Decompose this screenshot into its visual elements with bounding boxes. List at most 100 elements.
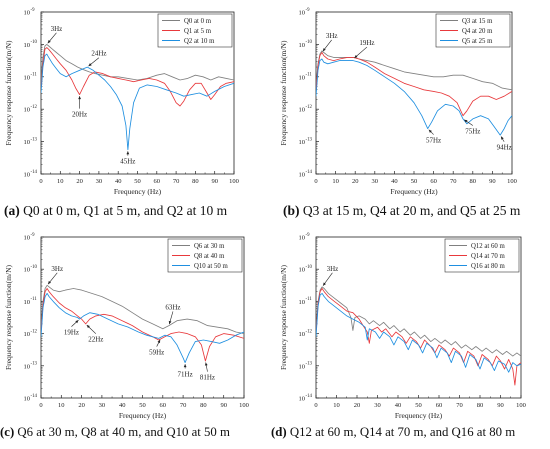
legend-label-a-1: Q0 at 0 m <box>184 18 212 25</box>
legend-box-c <box>167 238 243 273</box>
x-tick-label-d: 100 <box>516 402 526 409</box>
y-tick-exponent-d: -12 <box>306 329 313 334</box>
annotation-arrowhead-b-3 <box>428 129 432 133</box>
legend-label-a-2: Q1 at 5 m <box>184 28 212 35</box>
y-tick-exponent-c: -9 <box>31 233 36 238</box>
y-tick-label-a: 10 <box>24 172 31 179</box>
x-tick-label-d: 40 <box>395 402 402 409</box>
caption-a-text: Q0 at 0 m, Q1 at 5 m, and Q2 at 10 m <box>23 203 228 218</box>
y-tick-exponent-b: -14 <box>306 170 313 175</box>
x-axis-title-d: Frequency (Hz) <box>395 411 443 420</box>
annotation-label-a-3: 20Hz <box>72 111 87 119</box>
legend-label-c-3: Q10 at 50 m <box>194 263 229 270</box>
annotation-label-c-7: 81Hz <box>200 374 215 382</box>
x-axis-title-a: Frequency (Hz) <box>114 187 162 196</box>
x-tick-label-d: 0 <box>314 402 317 409</box>
annotation-label-b-5: 94Hz <box>497 144 512 152</box>
y-tick-label-c: 10 <box>24 267 31 274</box>
caption-a-label: (a) <box>4 203 20 218</box>
annotation-arrowhead-a-2 <box>88 63 92 67</box>
x-tick-label-c: 80 <box>200 402 207 409</box>
y-axis-title-a: Frequency response function(m/N) <box>4 40 13 145</box>
y-tick-label-c: 10 <box>24 363 31 370</box>
x-tick-label-a: 50 <box>134 178 141 185</box>
annotation-label-b-4: 75Hz <box>465 128 480 136</box>
y-tick-label-c: 10 <box>24 331 31 338</box>
series-line-d-3 <box>316 292 521 373</box>
x-tick-label-b: 30 <box>372 178 379 185</box>
y-tick-label-a: 10 <box>24 42 31 49</box>
y-tick-label-b: 10 <box>299 10 306 17</box>
x-tick-label-d: 50 <box>415 402 422 409</box>
annotation-label-c-2: 19Hz <box>64 329 79 337</box>
y-tick-label-b: 10 <box>299 139 306 146</box>
annotation-arrowhead-a-3 <box>78 96 81 100</box>
x-tick-label-c: 30 <box>99 402 106 409</box>
y-tick-exponent-c: -14 <box>31 394 38 399</box>
series-line-a-2 <box>41 47 234 107</box>
caption-d-label: (d) <box>271 425 287 439</box>
x-tick-label-a: 100 <box>229 178 239 185</box>
x-tick-label-a: 0 <box>39 178 42 185</box>
series-line-c-3 <box>41 292 244 364</box>
x-tick-label-b: 20 <box>352 178 359 185</box>
y-tick-exponent-c: -12 <box>31 329 38 334</box>
y-tick-label-b: 10 <box>299 107 306 114</box>
annotation-arrowhead-c-4 <box>157 339 161 344</box>
y-tick-exponent-a: -12 <box>31 105 38 110</box>
x-tick-label-b: 70 <box>450 178 457 185</box>
x-tick-label-c: 10 <box>58 402 65 409</box>
y-tick-exponent-d: -13 <box>306 362 313 367</box>
x-tick-label-d: 90 <box>497 402 504 409</box>
series-line-b-2 <box>316 52 512 117</box>
annotation-arrowhead-c-7 <box>204 362 208 366</box>
y-tick-label-a: 10 <box>24 139 31 146</box>
caption-c-text: Q6 at 30 m, Q8 at 40 m, and Q10 at 50 m <box>17 425 230 439</box>
x-tick-label-a: 40 <box>115 178 122 185</box>
legend-label-a-3: Q2 at 10 m <box>184 38 215 45</box>
x-tick-label-d: 10 <box>333 402 340 409</box>
x-tick-label-d: 30 <box>374 402 381 409</box>
y-tick-exponent-a: -13 <box>31 137 38 142</box>
x-tick-label-d: 80 <box>477 402 484 409</box>
annotation-label-c-1: 3Hz <box>51 265 63 273</box>
x-tick-label-b: 0 <box>314 178 317 185</box>
legend-label-b-1: Q3 at 15 m <box>462 18 493 25</box>
x-tick-label-b: 40 <box>391 178 398 185</box>
legend-label-d-2: Q14 at 70 m <box>471 253 506 260</box>
legend-label-d-1: Q12 at 60 m <box>471 243 506 250</box>
x-tick-label-c: 70 <box>180 402 187 409</box>
annotation-label-d-1: 3Hz <box>327 265 339 273</box>
y-tick-exponent-b: -9 <box>306 8 311 13</box>
x-tick-label-c: 100 <box>239 402 249 409</box>
caption-b: (b) Q3 at 15 m, Q4 at 20 m, and Q5 at 25… <box>283 203 520 219</box>
series-line-d-1 <box>316 286 521 357</box>
y-tick-label-a: 10 <box>24 74 31 81</box>
y-tick-exponent-b: -11 <box>306 73 313 78</box>
caption-c-label: (c) <box>0 425 15 439</box>
y-tick-exponent-d: -14 <box>306 394 313 399</box>
annotation-arrowhead-b-2 <box>354 54 358 58</box>
annotation-label-c-5: 63Hz <box>165 303 180 311</box>
x-tick-label-d: 20 <box>354 402 361 409</box>
x-tick-label-a: 60 <box>154 178 161 185</box>
y-tick-exponent-c: -13 <box>31 362 38 367</box>
annotation-label-a-4: 45Hz <box>120 158 135 166</box>
x-tick-label-b: 50 <box>411 178 418 185</box>
y-tick-label-c: 10 <box>24 235 31 242</box>
y-tick-label-a: 10 <box>24 10 31 17</box>
annotation-label-a-2: 24Hz <box>91 50 106 58</box>
annotation-arrowhead-b-1 <box>322 48 326 52</box>
y-tick-label-b: 10 <box>299 42 306 49</box>
annotation-label-b-1: 3Hz <box>326 32 338 40</box>
y-tick-label-d: 10 <box>299 235 306 242</box>
y-tick-label-d: 10 <box>299 331 306 338</box>
legend-label-c-1: Q6 at 30 m <box>194 243 225 250</box>
y-tick-exponent-d: -11 <box>306 297 313 302</box>
annotation-arrowhead-b-5 <box>501 136 504 140</box>
x-tick-label-b: 90 <box>489 178 496 185</box>
